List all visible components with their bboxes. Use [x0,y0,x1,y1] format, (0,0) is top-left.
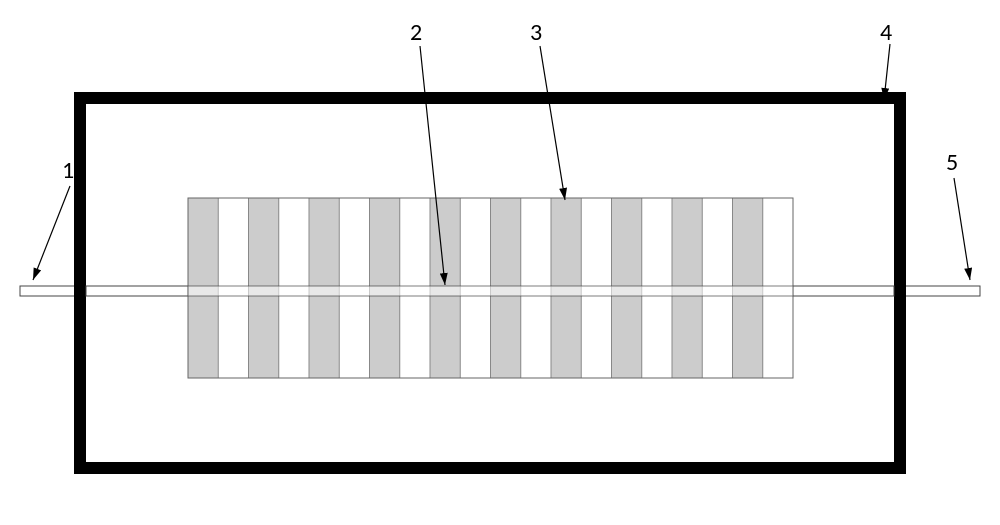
label-1: 1 [62,156,74,185]
label-3: 3 [530,18,542,47]
leader-line-1 [33,186,70,280]
label-2: 2 [410,18,422,47]
leader-line-4 [884,44,890,100]
rod-through-core [188,286,793,296]
label-4: 4 [880,18,892,47]
label-5: 5 [946,148,958,177]
leader-line-5 [954,178,970,280]
